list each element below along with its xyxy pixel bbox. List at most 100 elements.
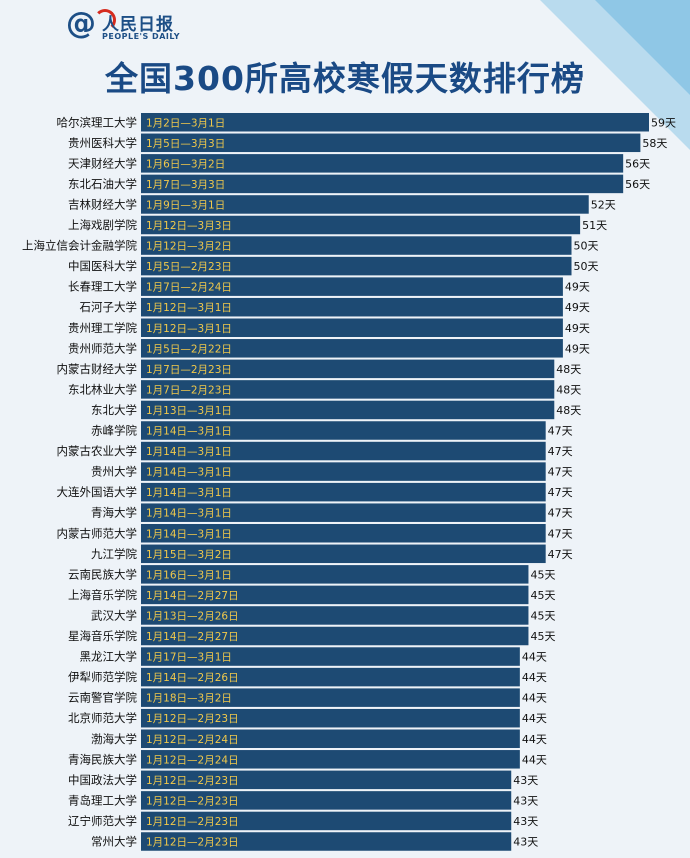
category-label: 东北大学 xyxy=(91,403,137,417)
bar xyxy=(141,503,546,522)
category-label: 星海音乐学院 xyxy=(68,629,137,643)
date-range-label: 1月17日—3月1日 xyxy=(146,652,232,664)
bar xyxy=(141,339,563,358)
bar xyxy=(141,133,641,153)
date-range-label: 1月14日—3月1日 xyxy=(146,508,232,520)
value-label: 44天 xyxy=(522,692,547,705)
date-range-label: 1月12日—2月24日 xyxy=(146,754,239,766)
bar xyxy=(141,626,529,646)
bar xyxy=(141,441,546,461)
date-range-label: 1月14日—3月1日 xyxy=(146,467,232,479)
date-range-label: 1月2日—3月1日 xyxy=(146,117,225,129)
value-label: 45天 xyxy=(530,568,555,581)
date-range-label: 1月5日—2月23日 xyxy=(146,261,232,273)
category-label: 常州大学 xyxy=(91,835,137,849)
date-range-label: 1月12日—3月1日 xyxy=(146,302,232,314)
category-label: 上海立信会计金融学院 xyxy=(22,239,137,253)
date-range-label: 1月12日—2月24日 xyxy=(146,734,239,746)
bar xyxy=(141,750,520,769)
category-label: 大连外国语大学 xyxy=(57,485,138,499)
logo-name: 人民日报 xyxy=(102,15,174,35)
bar xyxy=(141,154,624,173)
value-label: 58天 xyxy=(642,137,667,150)
date-range-label: 1月12日—3月1日 xyxy=(146,323,232,335)
value-label: 47天 xyxy=(548,466,573,479)
category-label: 云南警官学院 xyxy=(68,691,137,705)
category-label: 青海民族大学 xyxy=(68,752,137,766)
category-label: 辽宁师范大学 xyxy=(68,814,137,828)
date-range-label: 1月7日—2月23日 xyxy=(146,384,232,396)
bar xyxy=(141,606,529,625)
bar xyxy=(141,236,572,255)
date-range-label: 1月16日—3月1日 xyxy=(146,569,232,581)
date-range-label: 1月5日—3月3日 xyxy=(146,138,225,150)
date-range-label: 1月12日—2月23日 xyxy=(146,713,239,725)
category-label: 中国政法大学 xyxy=(68,773,137,787)
date-range-label: 1月6日—3月2日 xyxy=(146,158,225,170)
category-label: 长春理工大学 xyxy=(68,280,137,294)
value-label: 43天 xyxy=(513,774,538,787)
date-range-label: 1月7日—3月3日 xyxy=(146,179,225,191)
category-label: 贵州师范大学 xyxy=(68,341,137,355)
date-range-label: 1月12日—2月23日 xyxy=(146,816,239,828)
bar xyxy=(141,770,512,790)
date-range-label: 1月12日—2月23日 xyxy=(146,795,239,807)
bar xyxy=(141,174,624,194)
category-label: 伊犁师范学院 xyxy=(68,670,137,684)
value-label: 45天 xyxy=(530,589,555,602)
date-range-label: 1月12日—2月23日 xyxy=(146,837,239,849)
category-label: 内蒙古农业大学 xyxy=(57,444,138,458)
date-range-label: 1月14日—3月1日 xyxy=(146,446,232,458)
date-range-label: 1月7日—2月23日 xyxy=(146,364,232,376)
bar xyxy=(141,482,546,502)
category-label: 渤海大学 xyxy=(91,732,137,746)
value-label: 49天 xyxy=(565,322,590,335)
value-label: 49天 xyxy=(565,281,590,294)
category-label: 武汉大学 xyxy=(91,608,137,622)
date-range-label: 1月12日—3月2日 xyxy=(146,241,232,253)
bar xyxy=(141,359,555,379)
category-label: 贵州医科大学 xyxy=(68,136,137,150)
bar xyxy=(141,832,512,851)
category-label: 上海戏剧学院 xyxy=(68,218,137,232)
value-label: 47天 xyxy=(548,507,573,520)
category-label: 哈尔滨理工大学 xyxy=(57,115,138,129)
bar xyxy=(141,462,546,481)
bar xyxy=(141,297,563,317)
bar xyxy=(141,708,520,728)
date-range-label: 1月9日—3月1日 xyxy=(146,199,225,211)
category-label: 北京师范大学 xyxy=(68,711,137,725)
value-label: 47天 xyxy=(548,527,573,540)
value-label: 44天 xyxy=(522,733,547,746)
value-label: 51天 xyxy=(582,219,607,232)
value-label: 44天 xyxy=(522,651,547,664)
bar xyxy=(141,215,581,235)
bar xyxy=(141,277,563,296)
category-label: 青岛理工大学 xyxy=(68,793,137,807)
value-label: 45天 xyxy=(530,609,555,622)
date-range-label: 1月7日—2月24日 xyxy=(146,282,232,294)
bar xyxy=(141,524,546,543)
value-label: 49天 xyxy=(565,342,590,355)
page-title: 全国300所高校寒假天数排行榜 xyxy=(105,59,585,98)
bar xyxy=(141,667,520,687)
value-label: 47天 xyxy=(548,548,573,561)
date-range-label: 1月14日—2月26日 xyxy=(146,672,239,684)
category-label: 黑龙江大学 xyxy=(80,650,138,664)
bar xyxy=(141,400,555,420)
bar xyxy=(141,256,572,276)
signal-wave-icon xyxy=(94,9,116,31)
date-range-label: 1月14日—3月1日 xyxy=(146,528,232,540)
category-label: 贵州大学 xyxy=(91,465,137,479)
category-label: 中国医科大学 xyxy=(68,259,137,273)
value-label: 56天 xyxy=(625,178,650,191)
corner-decoration-inner xyxy=(595,0,690,95)
category-label: 贵州理工学院 xyxy=(68,321,137,335)
bar xyxy=(141,544,546,564)
category-label: 东北林业大学 xyxy=(68,382,137,396)
value-label: 47天 xyxy=(548,445,573,458)
logo-subtitle: PEOPLE'S DAILY xyxy=(102,32,181,41)
category-label: 青海大学 xyxy=(91,506,137,520)
date-range-label: 1月14日—3月1日 xyxy=(146,426,232,438)
